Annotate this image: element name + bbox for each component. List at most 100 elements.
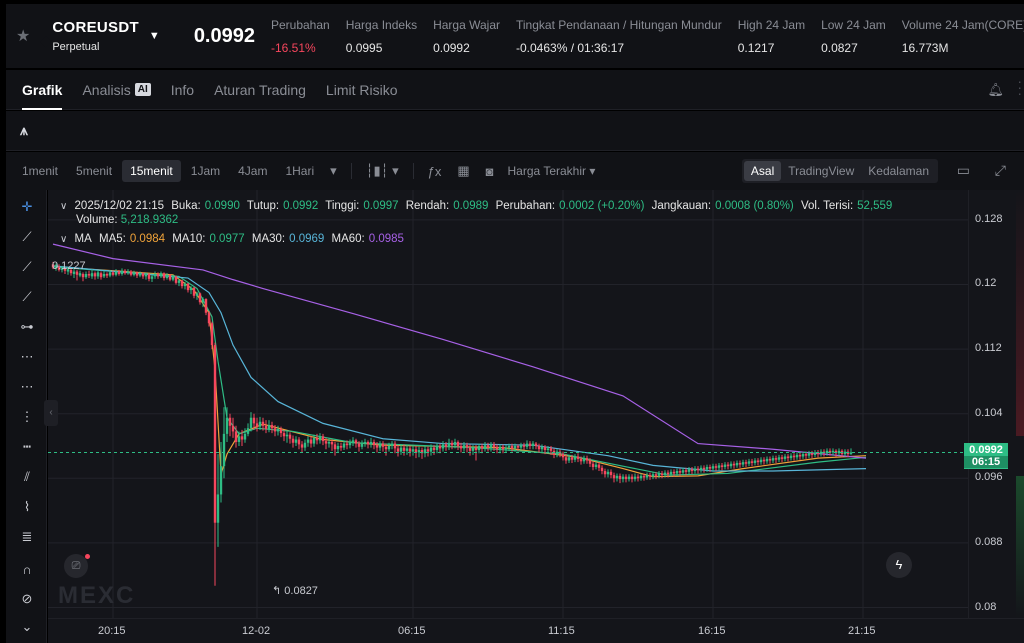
candle-body xyxy=(645,475,649,478)
interval-4h[interactable]: 4Jam xyxy=(238,164,268,178)
interval-1h[interactable]: 1Jam xyxy=(190,164,221,178)
price-axis[interactable]: 0.128 0.12 0.112 0.104 0.096 0.088 0.08 xyxy=(968,190,1024,618)
stat-value: 0.0992 xyxy=(433,40,470,55)
candle xyxy=(357,441,361,452)
candle xyxy=(288,432,292,444)
candle xyxy=(72,269,76,279)
vertical-line-icon[interactable]: ⋮ xyxy=(20,409,34,424)
price-tag-countdown: 06:15 xyxy=(964,456,1008,469)
collapse-legend-icon[interactable]: ∨ xyxy=(60,201,68,212)
candle xyxy=(60,265,64,273)
fullscreen-icon[interactable]: ⤢ xyxy=(994,162,1006,178)
candle-body xyxy=(531,443,535,446)
parallel-channel-icon[interactable]: ⫽ xyxy=(24,469,30,484)
candlestick-chart[interactable] xyxy=(48,190,968,618)
candle-body xyxy=(120,270,124,274)
stat-value: 0.1217 xyxy=(737,40,775,55)
candle xyxy=(612,472,616,483)
horizontal-ray-icon[interactable]: ⊶ xyxy=(20,319,34,334)
interval-1m[interactable]: 1menit xyxy=(22,164,59,178)
candle xyxy=(528,441,532,450)
candle xyxy=(711,463,715,472)
x-tick-label: 06:15 xyxy=(398,625,426,637)
candle xyxy=(618,473,622,484)
view-depth[interactable]: Kedalaman xyxy=(868,164,929,178)
favorite-star-icon[interactable]: ★ xyxy=(16,28,31,45)
interval-15m[interactable]: 15menit xyxy=(122,160,181,182)
candle-body xyxy=(651,474,655,477)
candle xyxy=(702,465,706,473)
crosshair-icon[interactable]: ✛ xyxy=(21,199,33,214)
candle-body xyxy=(66,269,70,272)
time-axis[interactable]: 20:15 12-02 06:15 11:15 16:15 21:15 xyxy=(48,618,1024,643)
candle xyxy=(282,429,286,442)
pattern-icon[interactable]: ⌇ xyxy=(23,499,31,514)
candle xyxy=(147,273,151,282)
candle xyxy=(300,441,304,453)
tab-chart[interactable]: Grafik xyxy=(18,82,66,110)
view-original[interactable]: Asal xyxy=(743,161,782,181)
tab-analysis[interactable]: Analisis AI xyxy=(78,82,154,98)
tab-info[interactable]: Info xyxy=(170,81,195,98)
trend-line-icon[interactable]: ⟋ xyxy=(22,229,32,244)
collapse-toolbar-icon[interactable]: ‹ xyxy=(44,400,58,426)
candle-body xyxy=(759,459,763,463)
indicator-fx-icon[interactable]: ƒx xyxy=(427,163,442,179)
candle-body xyxy=(837,450,841,454)
magnet-icon[interactable]: ∩ xyxy=(22,561,32,577)
candle-body xyxy=(555,451,559,455)
candle-body xyxy=(747,461,751,464)
candle-body xyxy=(288,434,292,439)
candle-body xyxy=(411,449,415,452)
hide-drawings-icon[interactable]: ⊘ xyxy=(21,591,33,606)
lightning-icon[interactable]: ϟ xyxy=(886,552,912,578)
candle xyxy=(627,474,631,482)
screenshot-icon[interactable]: ⎚ xyxy=(64,554,88,578)
more-vertical-icon[interactable]: · · · xyxy=(1017,73,1022,101)
stat-label: Low 24 Jam xyxy=(821,17,886,32)
extended-line-icon[interactable]: ⟋ xyxy=(22,289,32,304)
horizontal-segment-icon[interactable]: ⋯ xyxy=(20,379,34,394)
view-switcher: Asal TradingView Kedalaman xyxy=(741,159,938,183)
expand-toolbar-icon[interactable]: ⌄ xyxy=(21,619,33,634)
camera-icon[interactable]: ◙ xyxy=(485,163,494,179)
price-type-selector[interactable]: Harga Terakhir ▾ xyxy=(507,164,596,178)
tab-trading-rules[interactable]: Aturan Trading xyxy=(214,81,306,98)
interval-5m[interactable]: 5menit xyxy=(76,164,113,178)
candle-body xyxy=(294,439,298,443)
collapse-ma-icon[interactable]: ∨ xyxy=(60,234,68,245)
price-line-icon[interactable]: ┅ xyxy=(23,439,31,454)
symbol-dropdown-caret-icon[interactable]: ▼ xyxy=(148,30,160,42)
candle xyxy=(78,270,82,278)
candle xyxy=(489,441,493,452)
candle-body xyxy=(600,467,604,472)
tab-risk-limit[interactable]: Limit Risiko xyxy=(325,81,398,98)
fibonacci-icon[interactable]: ≣ xyxy=(21,529,33,544)
symbol-selector[interactable]: COREUSDT Perpetual xyxy=(52,19,139,53)
candle-body xyxy=(348,442,352,446)
candle-type-icon[interactable]: ┆▮┆ ▾ xyxy=(365,163,399,178)
legend-oi: 52,559 xyxy=(857,200,893,212)
chart-area[interactable] xyxy=(48,190,968,618)
bell-icon[interactable]: 🔔︎ xyxy=(987,82,1004,97)
candle-body xyxy=(585,458,589,461)
candle-body xyxy=(432,447,436,451)
layout-grid-icon[interactable]: ▦ xyxy=(457,163,470,178)
ray-icon[interactable]: ⟋ xyxy=(22,259,32,274)
candle-body xyxy=(756,460,760,463)
horizontal-line-icon[interactable]: ⋯ xyxy=(20,349,34,364)
candle xyxy=(219,441,223,503)
candle xyxy=(498,444,502,454)
candle-body xyxy=(453,441,457,446)
candle xyxy=(351,437,355,446)
view-tradingview[interactable]: TradingView xyxy=(788,164,855,178)
divider xyxy=(350,163,352,179)
window-icon[interactable]: ▭ xyxy=(956,162,970,178)
candle xyxy=(579,456,583,465)
candle xyxy=(213,342,217,586)
candle xyxy=(549,445,553,455)
interval-1d[interactable]: 1Hari xyxy=(285,164,315,178)
candle xyxy=(747,458,751,467)
high-marker: 0.1227 xyxy=(52,260,86,272)
interval-dropdown-icon[interactable]: ▾ xyxy=(330,163,337,178)
